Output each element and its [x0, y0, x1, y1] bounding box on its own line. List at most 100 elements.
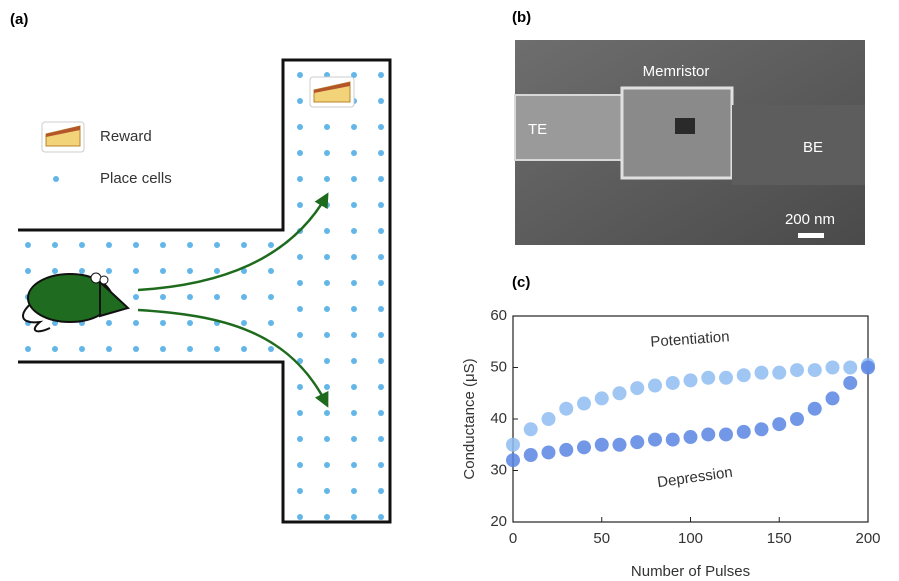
place-cell — [351, 150, 357, 156]
image-label: TE — [528, 121, 547, 138]
data-point — [506, 437, 520, 452]
place-cell — [241, 268, 247, 274]
image-label: Memristor — [643, 63, 710, 80]
place-cell — [297, 254, 303, 260]
data-point — [577, 396, 591, 411]
place-cell — [187, 346, 193, 352]
place-cell — [241, 294, 247, 300]
panel-label: (a) — [10, 11, 28, 28]
place-cell — [297, 488, 303, 494]
place-cell — [351, 280, 357, 286]
place-cell — [187, 242, 193, 248]
place-cell — [324, 306, 330, 312]
place-cell — [241, 346, 247, 352]
data-point — [665, 375, 680, 390]
x-tick-label: 200 — [855, 530, 880, 547]
legend-text: Place cells — [100, 170, 172, 187]
data-point — [754, 422, 769, 437]
place-cell — [351, 202, 357, 208]
place-cell — [378, 410, 384, 416]
place-cell — [297, 462, 303, 468]
place-cell — [187, 294, 193, 300]
place-cell — [378, 514, 384, 520]
place-cell — [79, 346, 85, 352]
place-cell — [378, 306, 384, 312]
data-point — [843, 375, 858, 390]
data-point — [772, 365, 787, 380]
y-axis-label: Conductance (μS) — [461, 358, 478, 479]
place-cell — [297, 410, 303, 416]
place-cell — [324, 176, 330, 182]
place-cell — [324, 254, 330, 260]
place-cell — [351, 384, 357, 390]
place-cell — [378, 176, 384, 182]
place-cell — [378, 332, 384, 338]
scale-bar-label: 200 nm — [785, 211, 835, 228]
place-cell — [297, 332, 303, 338]
place-cell — [351, 358, 357, 364]
cheese-icon — [41, 121, 85, 153]
chart: 20 30 40 50 60 0 50 100 150 200 Number of Pulses Co… — [461, 307, 881, 580]
data-point — [523, 448, 538, 463]
place-cell — [378, 462, 384, 468]
legend-text: Reward — [100, 128, 152, 145]
place-cell — [133, 346, 139, 352]
place-cell — [297, 436, 303, 442]
place-cell — [297, 358, 303, 364]
place-cell — [351, 228, 357, 234]
data-point — [648, 432, 662, 447]
place-cell — [378, 72, 384, 78]
place-cell — [378, 436, 384, 442]
place-cell — [214, 268, 220, 274]
data-point — [541, 445, 556, 460]
data-point — [719, 370, 733, 385]
place-cell — [351, 410, 357, 416]
data-point — [594, 391, 609, 406]
place-cell — [106, 320, 112, 326]
data-point — [648, 378, 662, 393]
place-cell — [297, 176, 303, 182]
place-cell — [133, 320, 139, 326]
place-cell — [106, 346, 112, 352]
place-cell — [378, 98, 384, 104]
place-cell — [297, 124, 303, 130]
place-cell — [378, 358, 384, 364]
place-cell — [160, 294, 166, 300]
place-cell — [351, 436, 357, 442]
place-cell — [378, 228, 384, 234]
place-cell — [378, 384, 384, 390]
place-cell — [268, 242, 274, 248]
place-cell — [133, 242, 139, 248]
place-cell — [351, 488, 357, 494]
place-cell — [378, 488, 384, 494]
data-point — [630, 381, 645, 396]
y-tick-label: 40 — [490, 410, 507, 427]
place-cell — [214, 294, 220, 300]
place-cell — [52, 268, 58, 274]
place-cell — [351, 514, 357, 520]
place-cell — [351, 72, 357, 78]
x-axis-label: Number of Pulses — [631, 563, 750, 580]
place-cell — [324, 358, 330, 364]
place-cell — [133, 268, 139, 274]
x-tick-label: 50 — [593, 530, 610, 547]
data-point — [736, 368, 751, 383]
sem-image — [514, 40, 865, 245]
place-cell — [268, 268, 274, 274]
data-point — [701, 427, 716, 442]
place-cell — [324, 410, 330, 416]
place-cell — [187, 320, 193, 326]
data-point — [754, 365, 769, 380]
data-point — [559, 442, 574, 457]
data-point — [701, 370, 716, 385]
panel-label: (c) — [512, 274, 530, 291]
legend-dot — [53, 176, 59, 182]
place-cell — [214, 242, 220, 248]
place-cell — [351, 332, 357, 338]
x-tick-label: 150 — [767, 530, 792, 547]
place-cell — [160, 242, 166, 248]
place-cell — [324, 436, 330, 442]
data-point — [577, 440, 591, 455]
place-cell — [52, 346, 58, 352]
